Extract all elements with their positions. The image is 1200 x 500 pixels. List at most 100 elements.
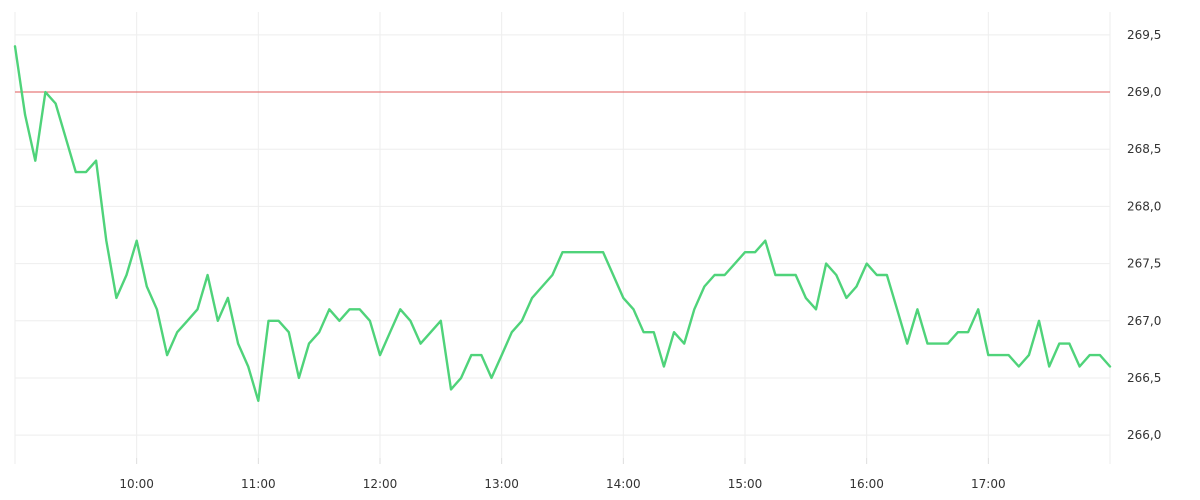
data-point[interactable]	[1056, 341, 1062, 347]
data-point[interactable]	[560, 249, 566, 255]
data-point[interactable]	[833, 272, 839, 278]
data-point[interactable]	[630, 306, 636, 312]
data-point[interactable]	[854, 283, 860, 289]
data-point[interactable]	[864, 261, 870, 267]
data-point[interactable]	[549, 272, 555, 278]
data-point[interactable]	[499, 352, 505, 358]
data-point[interactable]	[367, 318, 373, 324]
data-point[interactable]	[945, 341, 951, 347]
data-point[interactable]	[691, 306, 697, 312]
data-point[interactable]	[235, 341, 241, 347]
data-point[interactable]	[134, 238, 140, 244]
data-point[interactable]	[357, 306, 363, 312]
data-point[interactable]	[1046, 364, 1052, 370]
data-point[interactable]	[286, 329, 292, 335]
data-point[interactable]	[42, 89, 48, 95]
data-point[interactable]	[438, 318, 444, 324]
data-point[interactable]	[478, 352, 484, 358]
data-point[interactable]	[397, 306, 403, 312]
data-point[interactable]	[113, 295, 119, 301]
data-point[interactable]	[448, 386, 454, 392]
data-point[interactable]	[276, 318, 282, 324]
data-point[interactable]	[965, 329, 971, 335]
data-point[interactable]	[671, 329, 677, 335]
data-point[interactable]	[752, 249, 758, 255]
data-point[interactable]	[124, 272, 130, 278]
data-point[interactable]	[620, 295, 626, 301]
data-point[interactable]	[164, 352, 170, 358]
data-point[interactable]	[326, 306, 332, 312]
data-point[interactable]	[884, 272, 890, 278]
data-point[interactable]	[1087, 352, 1093, 358]
data-point[interactable]	[225, 295, 231, 301]
data-point[interactable]	[316, 329, 322, 335]
data-point[interactable]	[1006, 352, 1012, 358]
data-point[interactable]	[732, 261, 738, 267]
data-point[interactable]	[701, 283, 707, 289]
data-point[interactable]	[184, 318, 190, 324]
data-point[interactable]	[783, 272, 789, 278]
data-point[interactable]	[53, 100, 59, 106]
data-point[interactable]	[570, 249, 576, 255]
data-point[interactable]	[1036, 318, 1042, 324]
data-point[interactable]	[742, 249, 748, 255]
data-point[interactable]	[174, 329, 180, 335]
data-point[interactable]	[1066, 341, 1072, 347]
data-point[interactable]	[823, 261, 829, 267]
data-point[interactable]	[306, 341, 312, 347]
data-point[interactable]	[73, 169, 79, 175]
data-point[interactable]	[245, 364, 251, 370]
data-point[interactable]	[722, 272, 728, 278]
data-point[interactable]	[661, 364, 667, 370]
data-point[interactable]	[63, 135, 69, 141]
data-point[interactable]	[762, 238, 768, 244]
data-point[interactable]	[995, 352, 1001, 358]
data-point[interactable]	[772, 272, 778, 278]
data-point[interactable]	[509, 329, 515, 335]
data-point[interactable]	[195, 306, 201, 312]
data-point[interactable]	[12, 43, 18, 49]
data-point[interactable]	[529, 295, 535, 301]
data-point[interactable]	[458, 375, 464, 381]
data-point[interactable]	[489, 375, 495, 381]
data-point[interactable]	[215, 318, 221, 324]
data-point[interactable]	[955, 329, 961, 335]
data-point[interactable]	[428, 329, 434, 335]
data-point[interactable]	[925, 341, 931, 347]
data-point[interactable]	[793, 272, 799, 278]
data-point[interactable]	[265, 318, 271, 324]
data-point[interactable]	[1077, 364, 1083, 370]
data-point[interactable]	[93, 158, 99, 164]
data-point[interactable]	[803, 295, 809, 301]
data-point[interactable]	[407, 318, 413, 324]
data-point[interactable]	[255, 398, 261, 404]
data-point[interactable]	[539, 283, 545, 289]
data-point[interactable]	[1107, 364, 1113, 370]
data-point[interactable]	[296, 375, 302, 381]
data-point[interactable]	[914, 306, 920, 312]
data-point[interactable]	[843, 295, 849, 301]
data-point[interactable]	[712, 272, 718, 278]
data-point[interactable]	[387, 329, 393, 335]
data-point[interactable]	[975, 306, 981, 312]
data-point[interactable]	[154, 306, 160, 312]
data-point[interactable]	[347, 306, 353, 312]
data-point[interactable]	[1016, 364, 1022, 370]
data-point[interactable]	[651, 329, 657, 335]
data-point[interactable]	[205, 272, 211, 278]
data-point[interactable]	[22, 112, 28, 118]
data-point[interactable]	[144, 283, 150, 289]
data-point[interactable]	[83, 169, 89, 175]
data-point[interactable]	[580, 249, 586, 255]
data-point[interactable]	[519, 318, 525, 324]
data-point[interactable]	[681, 341, 687, 347]
data-point[interactable]	[336, 318, 342, 324]
data-point[interactable]	[874, 272, 880, 278]
data-point[interactable]	[610, 272, 616, 278]
data-point[interactable]	[813, 306, 819, 312]
data-point[interactable]	[377, 352, 383, 358]
data-point[interactable]	[32, 158, 38, 164]
data-point[interactable]	[904, 341, 910, 347]
data-point[interactable]	[468, 352, 474, 358]
data-point[interactable]	[894, 306, 900, 312]
